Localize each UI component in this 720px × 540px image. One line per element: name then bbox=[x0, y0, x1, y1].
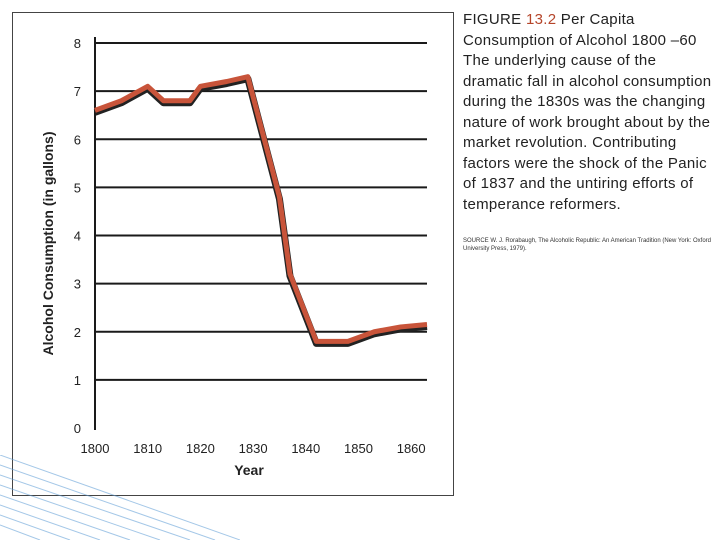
line-chart: 0 1 2 3 4 5 6 7 8 1800 1810 1820 1830 1840 1850 1860 Yea… bbox=[40, 36, 428, 478]
caption-figure-number: 13.2 bbox=[525, 11, 557, 28]
x-axis-title: Year bbox=[234, 462, 264, 478]
figure-caption: FIGURE 13.2 Per Capita Consumption of Al… bbox=[463, 10, 715, 215]
y-tick-label: 2 bbox=[74, 325, 81, 340]
caption-body: The underlying cause of the dramatic fal… bbox=[463, 52, 712, 213]
x-tick-label: 1810 bbox=[133, 441, 162, 456]
y-tick-label: 5 bbox=[74, 180, 81, 195]
y-tick-label: 1 bbox=[74, 373, 81, 388]
x-tick-label: 1840 bbox=[291, 441, 320, 456]
y-tick-label: 6 bbox=[74, 132, 81, 147]
y-tick-label: 8 bbox=[74, 36, 81, 51]
caption-figure-label: FIGURE bbox=[463, 11, 526, 28]
y-tick-label: 0 bbox=[74, 421, 81, 436]
x-tick-label: 1830 bbox=[239, 441, 268, 456]
y-tick-label: 7 bbox=[74, 84, 81, 99]
x-tick-label: 1800 bbox=[81, 441, 110, 456]
y-tick-label: 4 bbox=[74, 229, 81, 244]
chart-figure: 0 1 2 3 4 5 6 7 8 1800 1810 1820 1830 1840 1850 1860 Yea… bbox=[12, 12, 454, 496]
x-tick-label: 1850 bbox=[344, 441, 373, 456]
y-axis-title: Alcohol Consumption (in gallons) bbox=[40, 132, 56, 356]
y-tick-label: 3 bbox=[74, 277, 81, 292]
caption-title: Per Capita Consumption of Alcohol 1800 –… bbox=[463, 11, 697, 49]
x-tick-label: 1860 bbox=[397, 441, 426, 456]
source-note: SOURCE W. J. Rorabaugh, The Alcoholic Re… bbox=[463, 238, 712, 252]
x-tick-label: 1820 bbox=[186, 441, 215, 456]
decorative-stripes bbox=[0, 455, 240, 540]
